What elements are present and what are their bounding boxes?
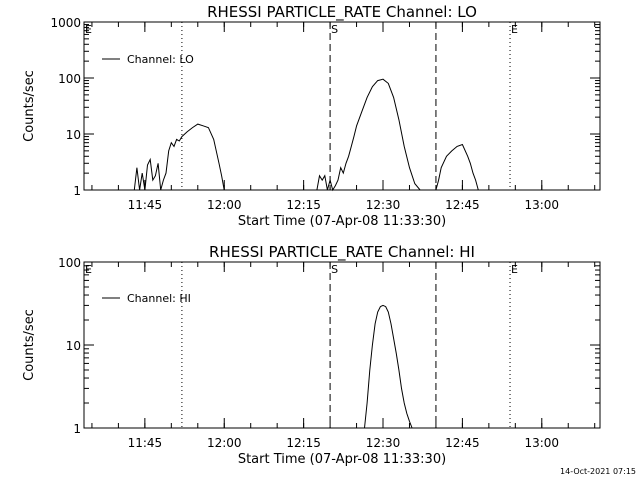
x-tick-label: 12:30 [366,436,401,450]
chart-title: RHESSI PARTICLE_RATE Channel: HI [209,243,475,262]
legend-label: Channel: LO [127,53,194,66]
y-tick-label: 10 [66,339,81,353]
y-axis-label: Counts/sec [22,309,37,381]
y-tick-label: 1 [73,422,81,436]
series-line [133,78,481,192]
plot-frame [83,261,601,429]
y-tick-label: 100 [58,72,81,86]
x-tick-label: 12:15 [286,198,321,212]
event-marker-label: E [85,263,92,276]
y-tick-label: 1000 [50,16,81,30]
x-tick-label: 12:00 [207,198,242,212]
x-axis-label: Start Time (07-Apr-08 11:33:30) [238,452,446,467]
event-marker-label: S [331,263,338,276]
y-tick-label: 10 [66,128,81,142]
event-marker-label: E [85,23,92,36]
x-tick-label: 12:45 [445,198,480,212]
chart-panel-1: RHESSI PARTICLE_RATE Channel: LO Counts/s… [22,3,601,229]
event-marker-label: E [511,23,518,36]
x-tick-label: 12:15 [286,436,321,450]
y-tick-label: 1 [73,184,81,198]
chart-title: RHESSI PARTICLE_RATE Channel: LO [207,3,477,22]
x-tick-label: 13:00 [524,198,559,212]
event-marker-label: S [331,23,338,36]
x-tick-label: 13:00 [524,436,559,450]
series-line [364,304,413,429]
y-tick-label: 100 [58,256,81,270]
y-axis-label: Counts/sec [22,70,37,142]
x-axis-label: Start Time (07-Apr-08 11:33:30) [238,214,446,229]
x-tick-label: 12:30 [366,198,401,212]
x-tick-label: 11:45 [128,436,163,450]
legend-label: Channel: HI [127,292,191,305]
x-tick-label: 12:00 [207,436,242,450]
x-tick-label: 12:45 [445,436,480,450]
plot-frame [83,21,601,191]
chart-panel-2: RHESSI PARTICLE_RATE Channel: HI Counts/s… [22,243,601,467]
event-marker-label: E [511,263,518,276]
x-tick-label: 11:45 [128,198,163,212]
footer-timestamp: 14-Oct-2021 07:15 [560,467,636,476]
